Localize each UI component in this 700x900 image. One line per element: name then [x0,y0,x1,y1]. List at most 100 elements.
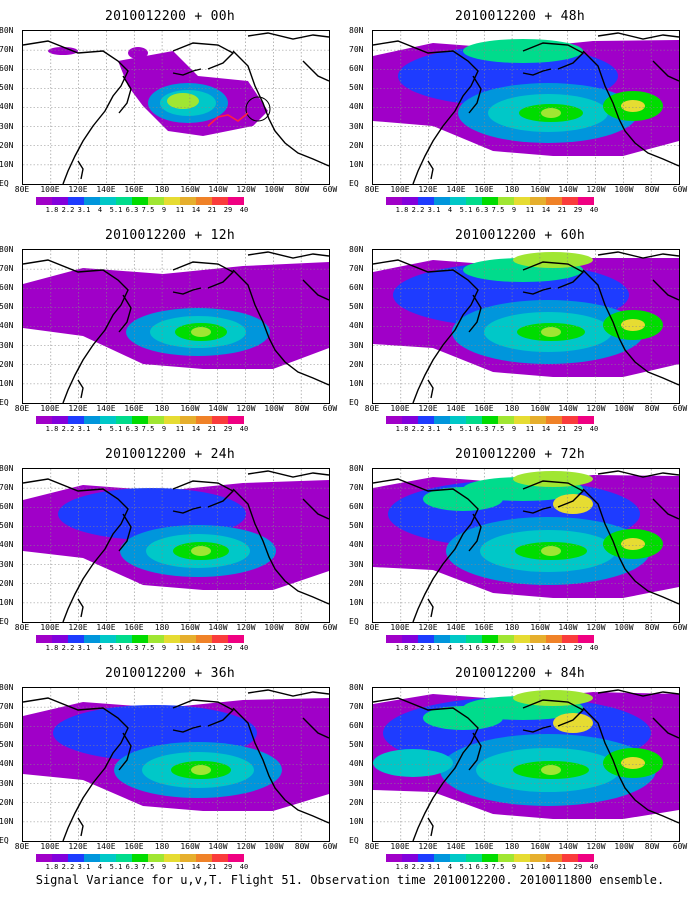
colorbar-label: 6.3 [125,863,139,871]
observation-circle-marker [245,96,271,122]
lat-label: 40N [349,321,364,331]
colorbar-swatch [514,197,530,205]
coastline-asia [373,40,479,184]
colorbar-label: 14 [541,644,551,652]
colorbar-swatch [434,416,450,424]
lon-label: 80W [294,623,310,632]
lon-label: 80W [644,842,660,851]
colorbar-label: 11 [525,206,535,214]
colorbar-swatch [530,197,546,205]
colorbar-swatch [418,197,434,205]
lon-label: 180 [504,842,520,851]
variance-max [167,93,199,109]
colorbar-swatch [578,854,594,862]
variance-max [541,546,561,556]
colorbar-swatch [100,197,116,205]
colorbar-swatch [196,416,212,424]
map-panel: 2010012200 + 48h 80N 70N 60N 50N 40N 30N 20N 10N… [349,0,690,215]
lon-label: 140W [208,185,228,194]
lat-label: 30N [349,340,364,350]
colorbar-label: 11 [525,644,535,652]
panel-title: 2010012200 + 84h [454,666,586,681]
colorbar-swatch [148,197,164,205]
colorbar-swatch [36,416,52,424]
coastline-alaska [522,480,585,508]
lon-label: 100W [264,623,284,632]
colorbar-swatch [450,635,466,643]
colorbar-swatch [402,197,418,205]
colorbar-label: 6.3 [125,644,139,652]
coastline-alaska [522,699,585,727]
coastline-arctic [247,32,329,40]
colorbar-swatch [196,197,212,205]
lon-label: 140W [208,404,228,413]
colorbar-swatch [148,854,164,862]
colorbar-label: 5.1 [109,206,123,214]
lat-label: 10N [0,378,14,388]
colorbar-label: 7.5 [491,206,505,214]
colorbar-swatch [466,416,482,424]
map-frame [372,687,680,842]
colorbar-swatch [180,197,196,205]
lon-label: 140W [558,623,578,632]
lon-label: 100E [40,185,60,194]
lat-label: 20N [349,359,364,369]
coastline-japan [468,294,482,333]
colorbar-swatch [116,635,132,643]
coastline-arctic [247,689,329,697]
coastline-arctic [247,470,329,478]
colorbar-swatch [116,854,132,862]
colorbar-swatch [52,854,68,862]
lon-label: 120W [586,623,606,632]
lon-label: 140E [96,623,116,632]
lat-label: EQ [349,397,359,407]
lon-label: 80E [364,185,380,194]
lon-label: 120E [68,404,88,413]
lat-label: 30N [0,559,14,569]
coastline-hudson [302,60,329,82]
colorbar-swatch [228,197,244,205]
colorbar-swatch [164,635,180,643]
colorbar-swatch [36,854,52,862]
map-frame [22,249,330,404]
coastline-japan [118,513,132,552]
colorbar-label: 14 [541,206,551,214]
colorbar-label: 7.5 [491,425,505,433]
lon-label: 140E [446,404,466,413]
coastline-alaska [522,261,585,289]
colorbar-swatch [418,635,434,643]
variance-max [541,765,561,775]
lon-label: 160W [180,842,200,851]
map-frame [372,468,680,623]
variance-max [621,538,645,550]
colorbar-swatch [466,635,482,643]
variance-max [541,108,561,118]
colorbar-label: 11 [525,863,535,871]
lat-label: 20N [349,578,364,588]
colorbar [386,197,594,205]
lon-label: 60W [322,842,338,851]
coastline-philippines [427,598,434,618]
colorbar-label: 3.1 [77,863,91,871]
colorbar-swatch [482,854,498,862]
lat-label: 70N [0,483,14,493]
colorbar-label: 2.2 [61,425,75,433]
lat-label: 70N [0,264,14,274]
colorbar-label: 29 [223,206,233,214]
colorbar-swatch [116,416,132,424]
lon-label: 140E [446,623,466,632]
lon-label: 80E [364,623,380,632]
colorbar-swatch [482,197,498,205]
colorbar-swatch [212,416,228,424]
coastline-japan [118,75,132,114]
colorbar-swatch [434,197,450,205]
colorbar-label: 11 [175,644,185,652]
colorbar-swatch [52,197,68,205]
colorbar-swatch [84,416,100,424]
lon-label: 160E [124,185,144,194]
lat-label: 70N [349,264,364,274]
lat-label: 10N [349,159,364,169]
colorbar-swatch [514,854,530,862]
lat-label: 10N [349,378,364,388]
coastline-hudson [652,279,679,301]
